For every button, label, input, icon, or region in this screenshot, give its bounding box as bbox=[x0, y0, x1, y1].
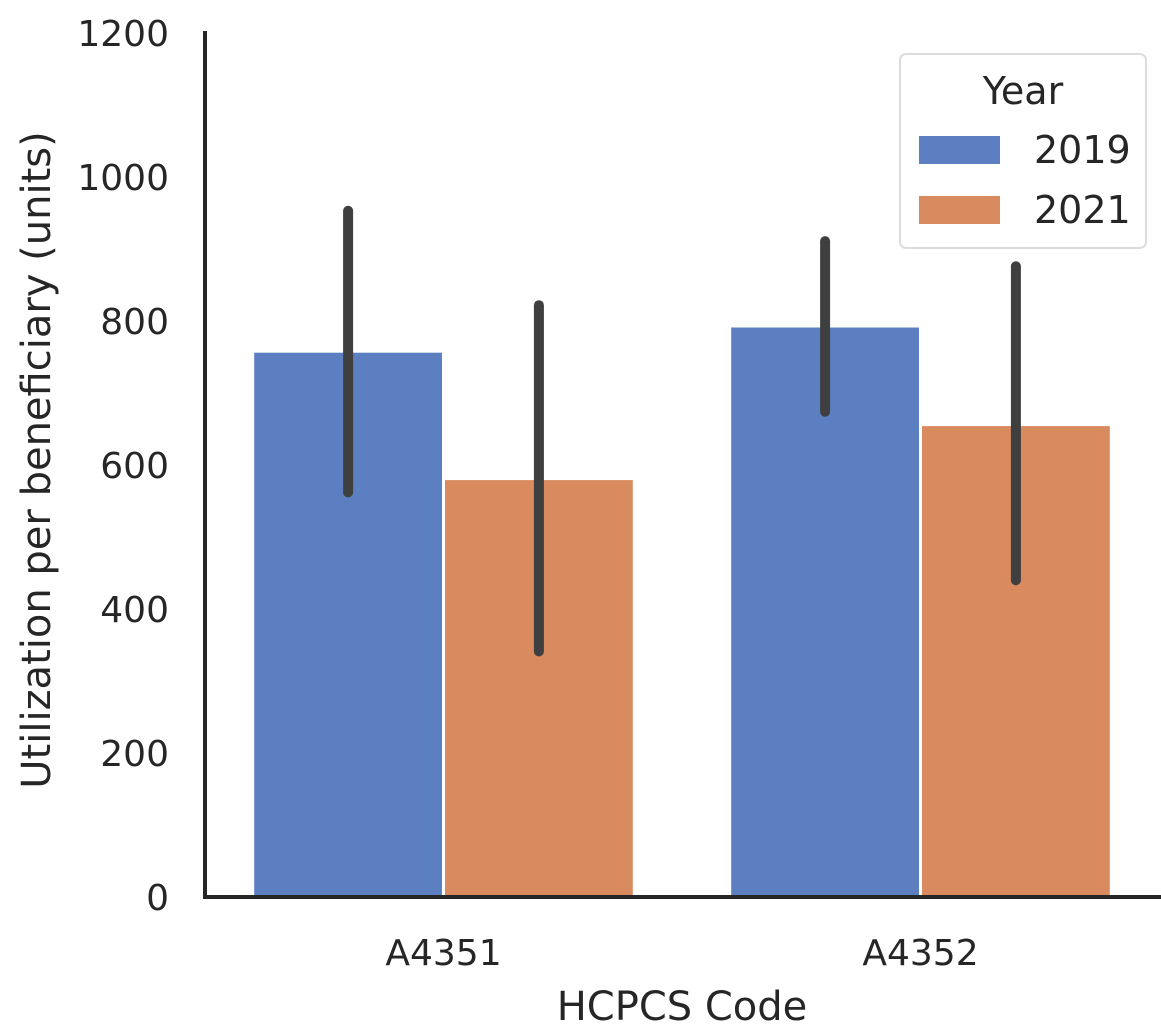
y-tick-label: 800 bbox=[100, 302, 169, 343]
y-axis-title: Utilization per beneficiary (units) bbox=[14, 131, 60, 788]
legend-title: Year bbox=[982, 69, 1064, 113]
legend: Year 2019 2021 bbox=[899, 53, 1147, 249]
legend-swatch-2019 bbox=[919, 136, 1000, 164]
bar-A4352-2019 bbox=[731, 327, 919, 897]
axes-group bbox=[203, 31, 1161, 899]
legend-items: 2019 2021 bbox=[919, 128, 1131, 232]
y-tick-label: 400 bbox=[100, 590, 169, 631]
x-tick-label: A4352 bbox=[862, 933, 978, 974]
y-tick-labels: 0 200 400 600 800 1000 1200 bbox=[77, 14, 169, 919]
y-tick-label: 1000 bbox=[77, 158, 169, 199]
x-tick-labels: A4351 A4352 bbox=[385, 933, 978, 974]
bars-group bbox=[254, 327, 1110, 897]
legend-swatch-2021 bbox=[919, 196, 1000, 224]
legend-label-2021: 2021 bbox=[1034, 188, 1131, 232]
x-axis-title: HCPCS Code bbox=[557, 984, 808, 1028]
y-tick-label: 0 bbox=[146, 878, 169, 919]
error-bars-group bbox=[343, 205, 1021, 657]
y-tick-label: 1200 bbox=[77, 14, 169, 55]
legend-label-2019: 2019 bbox=[1034, 128, 1131, 172]
y-tick-label: 200 bbox=[100, 734, 169, 775]
x-tick-label: A4351 bbox=[385, 933, 501, 974]
y-tick-label: 600 bbox=[100, 446, 169, 487]
